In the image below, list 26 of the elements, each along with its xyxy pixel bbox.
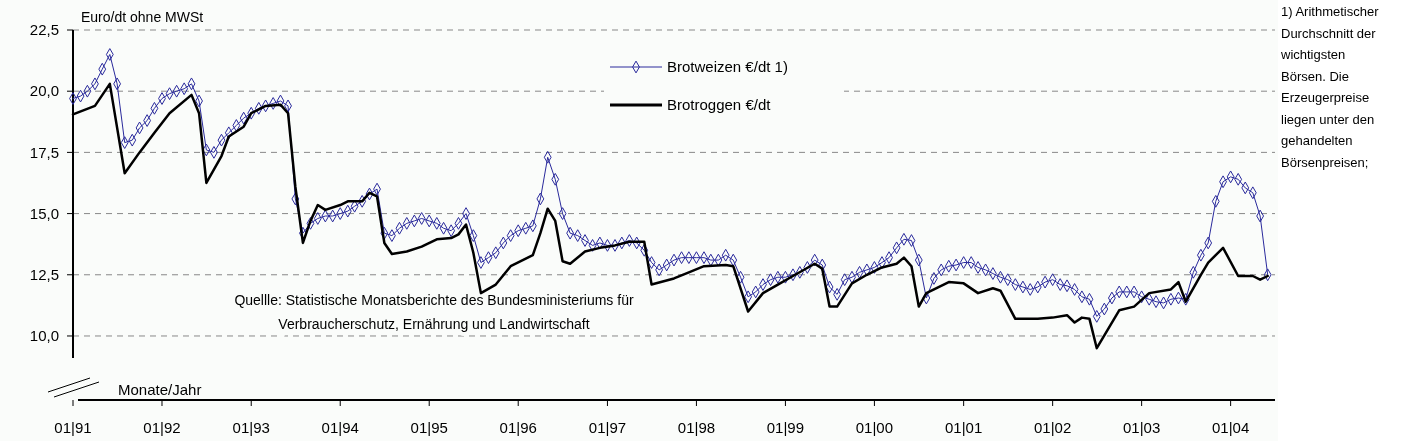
y-tick-label: 17,5 (29, 143, 59, 161)
x-tick-label: 01|93 (232, 419, 270, 436)
x-tick-label: 01|91 (54, 419, 92, 436)
annotation: Quellle: Statistische Monatsberichte des Bundesministeriums für Verbraucherschutz, Ernährung und Landwirtschaft (234, 292, 634, 332)
y-tick-label: 10,0 (29, 327, 59, 345)
x-axis-title: Monate/Jahr (118, 381, 202, 398)
y-tick-label: 15,0 (29, 204, 59, 222)
x-tick-label: 01|01 (945, 419, 983, 436)
x-tick-label: 01|96 (499, 419, 537, 436)
x-tick-label: 01|97 (588, 419, 627, 436)
x-tick-label: 01|98 (677, 419, 716, 436)
y-tick-label: 22,5 (29, 21, 59, 39)
legend-label: Brotweizen €/dt 1) (667, 58, 788, 76)
x-tick-label: 01|03 (1123, 419, 1161, 436)
x-tick-label: 01|99 (766, 419, 805, 436)
text: 1) Arithmetischer Durchschnitt der wichtigsten Börsen. Die Erzeugerpreise liegen unter den gehandelten Börsenpreisen; (1280, 4, 1380, 170)
x-tick-label: 01|00 (855, 419, 894, 436)
y-tick-label: 20,0 (29, 82, 59, 100)
x-tick-label: 01|94 (321, 419, 359, 436)
x-tick-label: 01|02 (1034, 419, 1072, 436)
y-axis-title: Euro/dt ohne MWSt (81, 9, 204, 25)
x-tick-label: 01|04 (1211, 419, 1250, 436)
x-tick-label: 01|95 (410, 419, 448, 436)
y-tick-label: 12,5 (29, 266, 59, 284)
legend-label: Brotroggen €/dt (667, 96, 772, 114)
x-tick-label: 01|92 (143, 419, 181, 436)
